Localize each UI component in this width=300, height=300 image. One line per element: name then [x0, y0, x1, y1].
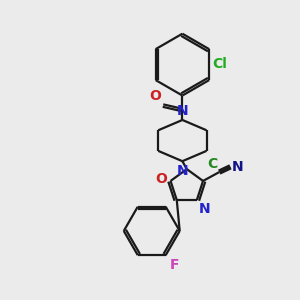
Text: F: F: [169, 258, 179, 272]
Text: Cl: Cl: [213, 56, 228, 70]
Text: N: N: [177, 164, 188, 178]
Text: O: O: [155, 172, 167, 187]
Text: N: N: [177, 104, 188, 118]
Text: O: O: [149, 89, 161, 103]
Text: C: C: [208, 157, 218, 171]
Text: N: N: [232, 160, 244, 174]
Text: N: N: [199, 202, 211, 215]
